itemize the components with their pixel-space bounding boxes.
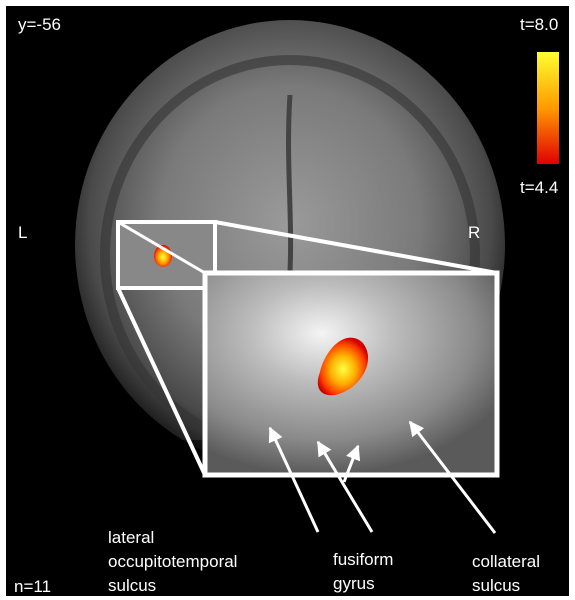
annotation: sulcus: [472, 576, 520, 595]
hemisphere-label: R: [468, 223, 480, 242]
annotation: collateral: [472, 552, 540, 571]
shadow: [30, 440, 210, 500]
annotation: sulcus: [108, 576, 156, 595]
colorbar-max: t=8.0: [520, 15, 558, 34]
hemisphere-label: L: [18, 223, 27, 242]
sample-size: n=11: [14, 577, 51, 596]
annotation: gyrus: [333, 574, 375, 593]
colorbar: [537, 52, 559, 164]
annotation: lateral: [108, 528, 154, 547]
slice-label: y=-56: [18, 15, 61, 34]
figure: y=-56 L R t=8.0 t=4.4 n=11 lateral occup…: [0, 0, 575, 600]
midline: [288, 95, 291, 300]
annotation: fusiform: [333, 550, 393, 569]
annotation: occupitotemporal: [108, 552, 237, 571]
colorbar-min: t=4.4: [520, 178, 558, 197]
